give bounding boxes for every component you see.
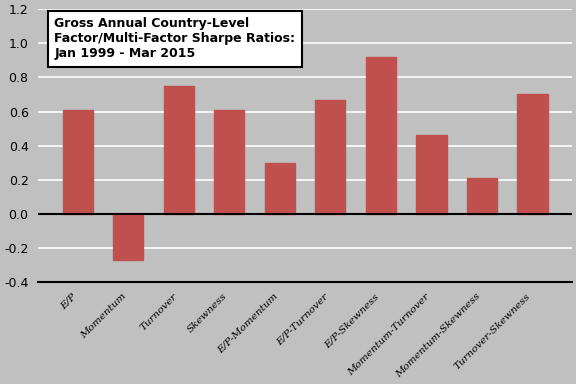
- Bar: [214, 110, 244, 214]
- Bar: [517, 94, 548, 214]
- Bar: [264, 163, 295, 214]
- Bar: [164, 86, 194, 214]
- Bar: [416, 136, 446, 214]
- Text: Gross Annual Country-Level
Factor/Multi-Factor Sharpe Ratios:
Jan 1999 - Mar 201: Gross Annual Country-Level Factor/Multi-…: [54, 17, 295, 60]
- Bar: [63, 110, 93, 214]
- Bar: [366, 57, 396, 214]
- Bar: [315, 99, 346, 214]
- Bar: [113, 214, 143, 260]
- Bar: [467, 178, 497, 214]
